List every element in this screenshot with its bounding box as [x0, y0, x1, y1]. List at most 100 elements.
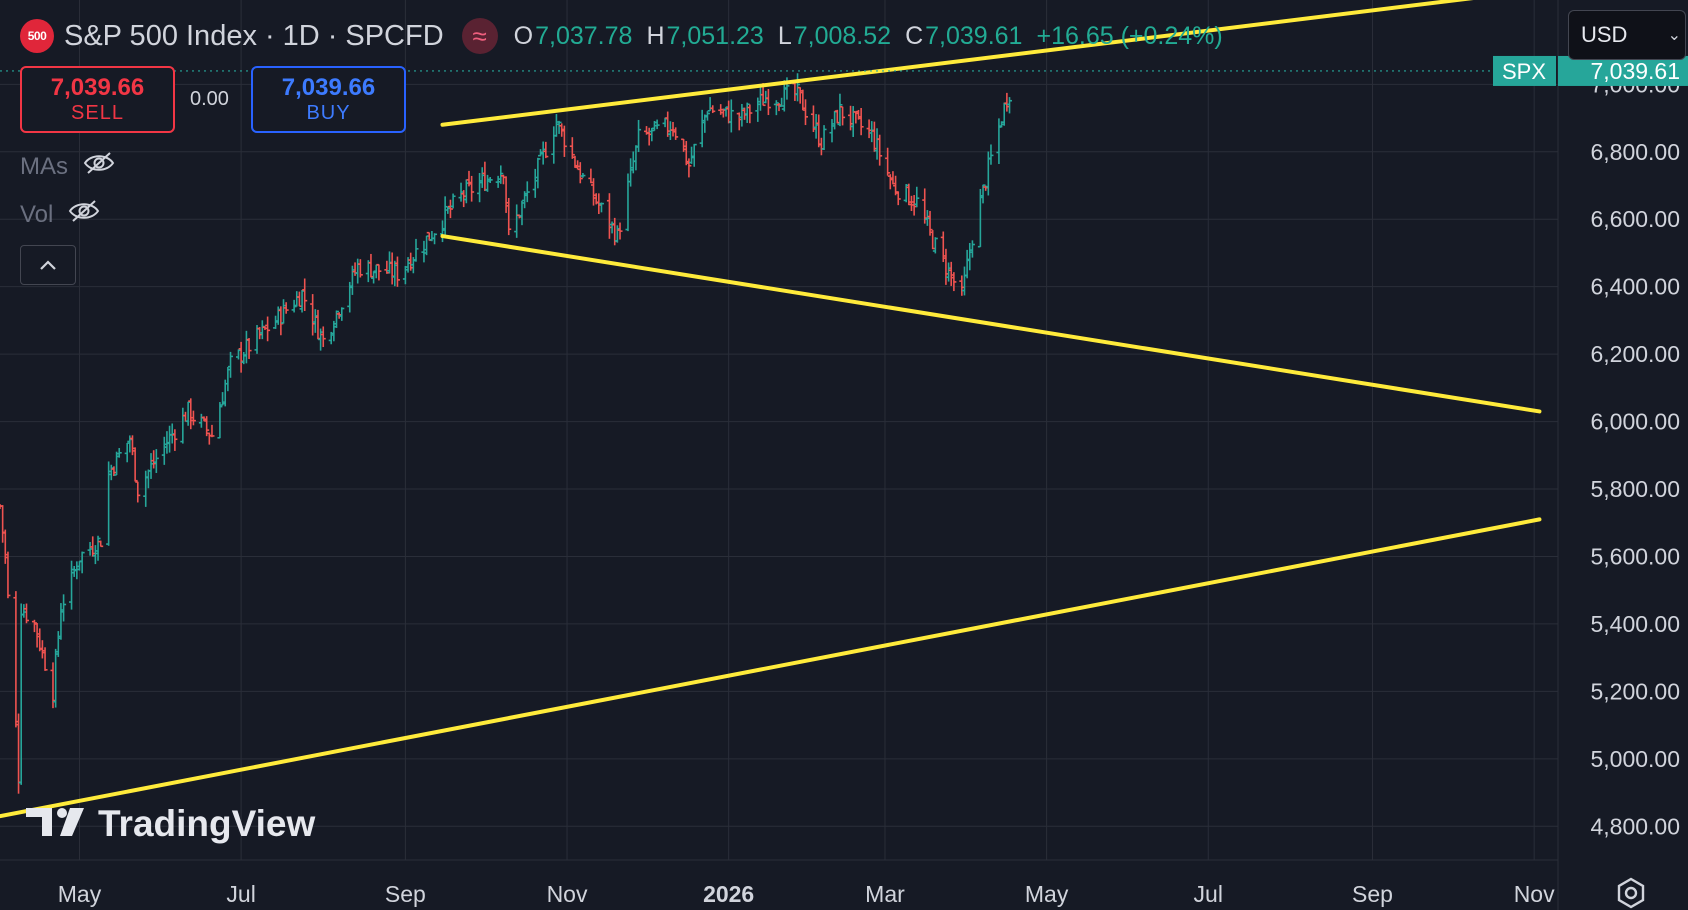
eye-hidden-icon[interactable]: [82, 150, 116, 183]
ohlc-bar: [773, 100, 779, 116]
tv-logo-dot: [57, 808, 67, 818]
settings-gear-icon[interactable]: [1614, 876, 1648, 910]
ohlc-bar: [294, 291, 300, 307]
ohlc-bar: [524, 181, 530, 203]
ohlc-bar: [1007, 97, 1013, 114]
trendline[interactable]: [440, 0, 1539, 127]
ohlc-bar: [442, 196, 448, 238]
ohlc-bar: [429, 231, 435, 242]
ohlc-bar: [636, 119, 642, 152]
high-value: 7,051.23: [666, 21, 764, 50]
ohlc-bar: [895, 191, 901, 206]
y-tick-label: 5,400.00: [1590, 611, 1680, 637]
ohlc-bar: [135, 481, 141, 503]
ohlc-bar: [355, 258, 361, 284]
ohlc-bar: [670, 122, 676, 137]
ohlc-bar: [890, 171, 896, 185]
ohlc-bar: [42, 647, 48, 671]
ohlc-bar: [704, 111, 710, 121]
ohlc-bar: [914, 186, 920, 208]
y-tick-label: 5,800.00: [1590, 476, 1680, 502]
ohlc-bar: [932, 237, 938, 254]
ohlc-bar: [310, 294, 316, 336]
trendline[interactable]: [0, 517, 1542, 819]
ohlc-bar: [673, 127, 679, 140]
ohlc-bar: [477, 172, 483, 203]
ohlc-bar: [561, 125, 567, 157]
eye-hidden-icon[interactable]: [67, 198, 101, 231]
ohlc-bar: [185, 401, 191, 426]
ohlc-bar: [58, 603, 64, 640]
high-label: H: [646, 21, 665, 50]
ohlc-bar: [871, 121, 877, 152]
ohlc-bar: [577, 162, 583, 184]
ohlc-bar: [887, 174, 893, 190]
ohlc-bar: [540, 141, 546, 165]
ohlc-bar: [225, 366, 231, 392]
ohlc-bar: [129, 435, 135, 456]
x-tick-label: Sep: [385, 881, 426, 907]
ohlc-bar: [922, 188, 928, 224]
collapse-legend-button[interactable]: [20, 245, 76, 285]
symbol-logo-badge[interactable]: 500: [20, 19, 54, 53]
y-tick-label: 6,400.00: [1590, 274, 1680, 300]
ohlc-bar: [757, 85, 763, 111]
ohlc-bar: [951, 272, 957, 292]
x-tick-label: Jul: [1194, 881, 1223, 907]
ohlc-bar: [877, 134, 883, 166]
ohlc-bar: [161, 436, 167, 465]
x-tick-label: Mar: [865, 881, 905, 907]
ohlc-bar: [776, 103, 782, 112]
buy-label: BUY: [306, 101, 351, 124]
ohlc-bar: [5, 551, 11, 599]
ohlc-bar: [432, 233, 438, 245]
indicator-vol[interactable]: Vol: [20, 198, 101, 231]
ohlc-bar: [816, 114, 822, 148]
x-tick-label: Nov: [1514, 881, 1555, 907]
ohlc-bar: [535, 157, 541, 189]
ohlc-bar: [487, 177, 493, 184]
ohlc-bar: [744, 102, 750, 123]
ohlc-bar: [61, 594, 67, 622]
trendlines[interactable]: [0, 0, 1542, 819]
ohlc-bar: [551, 126, 557, 164]
tradingview-watermark: TradingView: [26, 803, 315, 844]
ohlc-bar: [209, 424, 215, 438]
ohlc-bar: [328, 331, 334, 345]
ohlc-bar: [145, 469, 151, 489]
buy-price: 7,039.66: [281, 74, 376, 102]
symbol-name: S&P 500 Index: [64, 19, 257, 52]
ohlc-bar: [108, 464, 114, 481]
x-tick-label: May: [58, 881, 102, 907]
buy-button[interactable]: 7,039.66 BUY: [251, 66, 406, 133]
ohlc-bar: [376, 263, 382, 281]
tv-logo-icon: [26, 808, 52, 836]
market-status-icon[interactable]: ≈: [461, 18, 498, 54]
ohlc-bar: [710, 105, 716, 114]
ohlc-bar: [182, 411, 188, 423]
y-tick-label: 6,200.00: [1590, 341, 1680, 367]
ohlc-bar: [850, 106, 856, 137]
ohlc-bar: [927, 210, 933, 236]
ohlc-bar: [837, 93, 843, 127]
indicator-mas[interactable]: MAs: [20, 150, 116, 183]
sell-button[interactable]: 7,039.66 SELL: [20, 66, 175, 133]
ohlc-bar: [23, 603, 29, 624]
ohlc-bar: [948, 261, 954, 286]
ohlc-bar: [829, 119, 835, 143]
vol-label: Vol: [20, 200, 54, 228]
ohlc-bar: [1001, 102, 1007, 126]
ohlc-bar: [447, 199, 453, 219]
ohlc-bar: [217, 402, 223, 439]
ohlc-bar: [572, 155, 578, 168]
symbol-tag-bg: [1493, 55, 1556, 86]
ohlc-bar: [69, 560, 75, 610]
symbol-title[interactable]: S&P 500 Index · 1D · SPCFD: [64, 19, 444, 52]
trendline[interactable]: [440, 234, 1542, 414]
ohlc-bar: [265, 316, 271, 342]
ohlc-bar: [87, 541, 93, 556]
price-tag-text: 7,039.61: [1590, 58, 1680, 84]
currency-select[interactable]: USD ⌄: [1568, 10, 1686, 60]
ohlc-bar: [543, 141, 549, 159]
